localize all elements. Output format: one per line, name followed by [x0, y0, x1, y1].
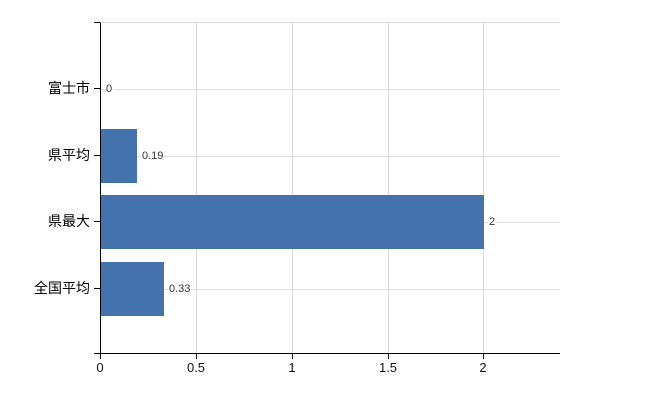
y-axis-tick	[94, 155, 100, 156]
x-axis-stub	[94, 353, 100, 354]
x-axis-tick	[100, 354, 101, 359]
bar-value-label: 0.19	[141, 149, 165, 163]
x-axis-tick	[196, 354, 197, 359]
category-label: 富士市	[48, 80, 90, 96]
y-axis-tick	[94, 288, 100, 289]
category-label: 全国平均	[34, 280, 90, 296]
bar	[101, 195, 484, 249]
bar-value-label: 0.33	[168, 282, 192, 296]
x-axis-tick	[483, 354, 484, 359]
horizontal-gridline	[101, 289, 560, 290]
horizontal-gridline	[101, 89, 560, 90]
category-label: 県最大	[48, 213, 90, 229]
x-axis-tick-label: 0	[96, 360, 104, 375]
vertical-gridline	[195, 23, 197, 353]
horizontal-gridline	[101, 156, 560, 157]
bar	[101, 262, 164, 316]
x-axis-tick	[292, 354, 293, 359]
vertical-gridline	[483, 23, 485, 353]
y-axis-tick	[94, 88, 100, 89]
y-axis-tick	[94, 22, 100, 23]
x-axis-tick-label: 1.5	[378, 360, 398, 375]
x-axis-tick-label: 2	[479, 360, 487, 375]
x-axis-tick	[388, 354, 389, 359]
bar-value-label: 2	[488, 215, 497, 229]
y-axis-tick	[94, 221, 100, 222]
bar	[101, 129, 137, 183]
x-axis-tick-label: 1	[288, 360, 296, 375]
plot-area: 0 0.19 2 0.33	[100, 22, 560, 354]
vertical-gridline	[387, 23, 389, 353]
bar-value-label: 0	[105, 82, 114, 96]
vertical-gridline	[291, 23, 293, 353]
x-axis-tick-label: 0.5	[186, 360, 206, 375]
category-label: 県平均	[48, 147, 90, 163]
